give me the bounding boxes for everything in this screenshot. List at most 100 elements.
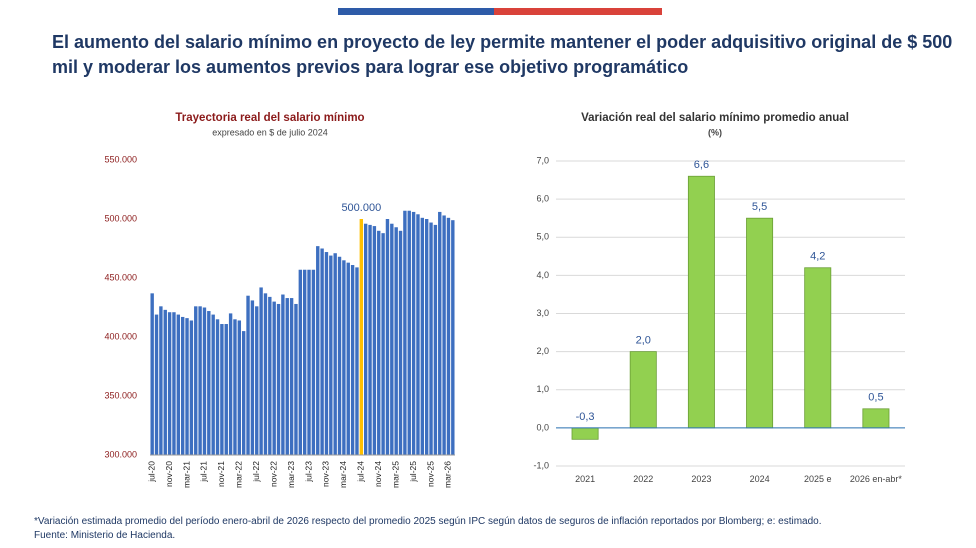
bar bbox=[385, 219, 390, 455]
x-tick-label: 2024 bbox=[749, 474, 770, 484]
bar bbox=[324, 252, 329, 455]
bar bbox=[276, 303, 281, 455]
slide-title: El aumento del salario mínimo en proyect… bbox=[52, 32, 953, 77]
bar bbox=[311, 269, 316, 455]
source: Fuente: Ministerio de Hacienda. bbox=[34, 530, 176, 541]
bar bbox=[398, 230, 403, 455]
bar bbox=[342, 260, 346, 455]
bar bbox=[442, 215, 446, 455]
value-label: -0,3 bbox=[576, 411, 595, 423]
bar bbox=[202, 307, 207, 455]
bar bbox=[329, 255, 333, 455]
bar bbox=[263, 293, 268, 455]
bar bbox=[281, 294, 285, 455]
y-tick-label: 7,0 bbox=[536, 155, 549, 165]
bar bbox=[629, 351, 657, 429]
bar bbox=[255, 306, 259, 455]
bar bbox=[862, 408, 890, 429]
y-tick-label: 500.000 bbox=[104, 213, 137, 223]
bar bbox=[167, 312, 172, 455]
value-label: 4,2 bbox=[810, 251, 825, 263]
bar bbox=[403, 210, 407, 455]
bar bbox=[346, 262, 350, 455]
bar bbox=[746, 217, 774, 429]
value-label: 2,0 bbox=[636, 335, 651, 347]
bar bbox=[207, 311, 211, 455]
bar bbox=[316, 246, 320, 455]
bar bbox=[411, 211, 416, 455]
bar bbox=[220, 324, 224, 455]
bar bbox=[451, 220, 455, 455]
x-tick-wrap: 2022 bbox=[633, 474, 654, 484]
x-tick-label: nov-25 bbox=[425, 461, 435, 487]
x-tick-label: 2022 bbox=[633, 474, 654, 484]
bar bbox=[294, 303, 298, 455]
bar bbox=[237, 320, 242, 455]
bar bbox=[416, 214, 420, 455]
chart-subtitle: (%) bbox=[708, 127, 722, 137]
y-tick-label: 550.000 bbox=[104, 154, 137, 164]
bar bbox=[272, 301, 276, 455]
y-tick-label: 2,0 bbox=[536, 346, 549, 356]
x-tick-label: jul-20 bbox=[146, 461, 156, 483]
y-tick-label: 5,0 bbox=[536, 232, 549, 242]
bar bbox=[307, 269, 311, 455]
bar bbox=[241, 331, 246, 455]
bar bbox=[233, 319, 237, 455]
chart-title: Trayectoria real del salario mínimo bbox=[175, 112, 364, 124]
bar bbox=[211, 314, 215, 455]
x-tick-label: mar-25 bbox=[390, 461, 400, 488]
y-tick-label: 300.000 bbox=[104, 449, 137, 459]
bar bbox=[246, 295, 250, 455]
y-tick-label: 350.000 bbox=[104, 390, 137, 400]
y-tick-label: 450.000 bbox=[104, 272, 137, 282]
x-tick-wrap: 2023 bbox=[691, 474, 712, 484]
x-tick-wrap: 2026 en-abr* bbox=[850, 474, 902, 484]
bar bbox=[154, 314, 159, 455]
bar bbox=[424, 219, 429, 455]
bar bbox=[372, 226, 377, 455]
bar bbox=[268, 296, 272, 455]
footnote: *Variación estimada promedio del período… bbox=[34, 516, 822, 527]
bar bbox=[350, 265, 355, 455]
y-tick-label: 3,0 bbox=[536, 308, 549, 318]
value-label: 0,5 bbox=[868, 392, 883, 404]
y-tick-label: 400.000 bbox=[104, 331, 137, 341]
bar bbox=[150, 293, 154, 455]
bar bbox=[198, 306, 202, 455]
bar bbox=[172, 312, 176, 455]
chart-subtitle: expresado en $ de julio 2024 bbox=[212, 127, 328, 137]
y-tick-label: -1,0 bbox=[533, 460, 549, 470]
bar bbox=[163, 309, 167, 455]
bar bbox=[355, 267, 359, 455]
x-tick-label: mar-26 bbox=[443, 461, 453, 488]
x-tick-label: mar-22 bbox=[234, 461, 244, 488]
bar bbox=[359, 219, 364, 455]
bar bbox=[368, 224, 372, 455]
x-tick-label: mar-23 bbox=[286, 461, 296, 488]
bar bbox=[446, 217, 451, 455]
bar bbox=[363, 223, 368, 455]
x-tick-label: jul-25 bbox=[408, 461, 418, 483]
bar bbox=[407, 210, 411, 455]
bar bbox=[433, 224, 438, 455]
y-tick-label: 1,0 bbox=[536, 384, 549, 394]
bar bbox=[571, 427, 599, 440]
x-tick-label: nov-21 bbox=[216, 461, 226, 487]
bar bbox=[337, 256, 342, 455]
bar bbox=[180, 316, 185, 455]
bar bbox=[333, 253, 337, 455]
bar bbox=[394, 227, 398, 455]
bar bbox=[259, 287, 263, 455]
bar bbox=[159, 306, 163, 455]
bar bbox=[289, 298, 294, 455]
x-tick-label: mar-21 bbox=[181, 461, 191, 488]
chart-title: Variación real del salario mínimo promed… bbox=[581, 112, 849, 124]
value-label: 5,5 bbox=[752, 201, 767, 213]
bar bbox=[224, 324, 228, 455]
bar bbox=[804, 267, 832, 429]
x-tick-label: 2023 bbox=[691, 474, 712, 484]
bar bbox=[250, 300, 255, 455]
